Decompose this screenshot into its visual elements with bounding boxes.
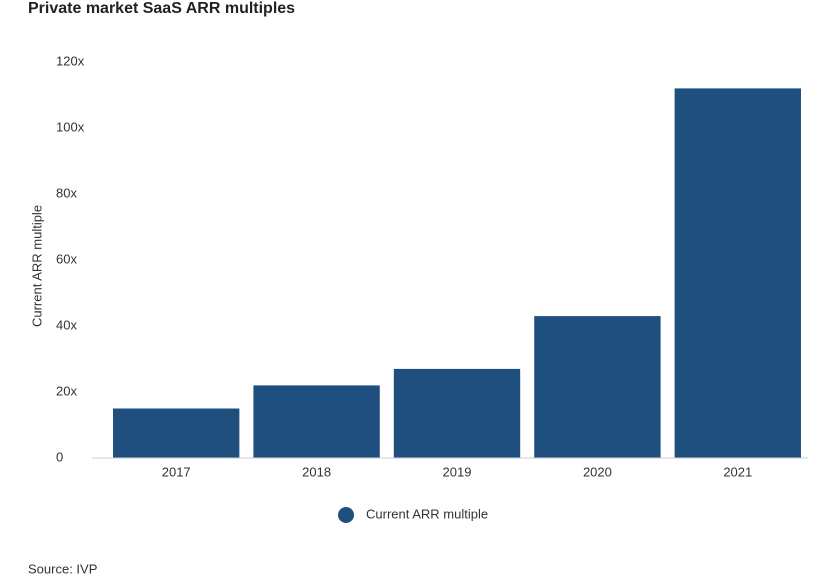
x-tick-label: 2019 bbox=[443, 464, 472, 479]
legend-marker bbox=[338, 507, 354, 523]
x-tick-label: 2021 bbox=[723, 464, 752, 479]
y-tick-label: 0 bbox=[56, 449, 63, 464]
y-tick-label: 100x bbox=[56, 119, 85, 134]
x-tick-label: 2018 bbox=[302, 464, 331, 479]
y-axis-label: Current ARR multiple bbox=[29, 205, 44, 327]
y-tick-label: 40x bbox=[56, 317, 77, 332]
bar bbox=[674, 88, 801, 459]
bar bbox=[393, 368, 521, 458]
bar bbox=[113, 408, 240, 458]
source: Source: IVP bbox=[28, 561, 97, 575]
x-tick-label: 2017 bbox=[162, 464, 191, 479]
chart-title: Private market SaaS ARR multiples bbox=[28, 0, 295, 17]
bar bbox=[534, 316, 661, 458]
bar bbox=[253, 385, 380, 458]
y-tick-label: 120x bbox=[56, 53, 85, 68]
y-tick-label: 20x bbox=[56, 383, 77, 398]
y-tick-label: 80x bbox=[56, 185, 77, 200]
x-tick-label: 2020 bbox=[583, 464, 612, 479]
legend-label: Current ARR multiple bbox=[366, 506, 488, 521]
y-tick-label: 60x bbox=[56, 251, 77, 266]
